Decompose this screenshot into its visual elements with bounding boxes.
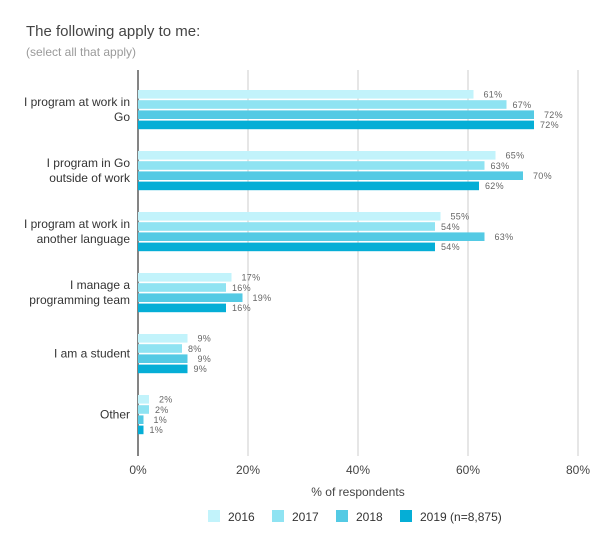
data-label: 2% <box>155 405 169 415</box>
data-label: 63% <box>495 232 514 242</box>
bars <box>138 90 534 435</box>
legend-label: 2019 (n=8,875) <box>420 510 502 524</box>
data-label: 70% <box>533 171 552 181</box>
data-label: 9% <box>194 364 208 374</box>
bar <box>138 100 507 109</box>
bar <box>138 364 188 374</box>
data-label: 54% <box>441 222 460 232</box>
data-label: 8% <box>188 344 202 354</box>
x-tick-label: 0% <box>129 463 147 477</box>
data-label: 9% <box>198 334 212 344</box>
category-label: programming team <box>29 293 130 307</box>
legend-swatch <box>208 510 220 522</box>
chart-subtitle: (select all that apply) <box>26 45 136 59</box>
x-tick-label: 40% <box>346 463 370 477</box>
data-label: 1% <box>154 415 168 425</box>
bar <box>138 110 534 119</box>
x-tick-label: 20% <box>236 463 260 477</box>
bar <box>138 222 435 231</box>
bar <box>138 120 534 130</box>
legend-swatch <box>272 510 284 522</box>
data-label: 62% <box>485 181 504 191</box>
legend-label: 2017 <box>292 510 319 524</box>
bar <box>138 161 485 170</box>
category-label: I program at work in <box>24 217 130 231</box>
bar <box>138 171 523 180</box>
category-label: Go <box>114 110 130 124</box>
data-labels: 61%67%72%72%65%63%70%62%55%54%63%54%17%1… <box>150 90 563 436</box>
bar <box>138 242 435 252</box>
bar <box>138 405 149 414</box>
data-label: 2% <box>159 395 173 405</box>
data-label: 72% <box>540 120 559 130</box>
bar <box>138 181 479 191</box>
category-label: Other <box>100 408 130 422</box>
category-label: I program at work in <box>24 95 130 109</box>
x-axis-title: % of respondents <box>311 485 404 499</box>
bar <box>138 273 232 282</box>
data-label: 65% <box>506 151 525 161</box>
bar <box>138 415 144 424</box>
legend-swatch <box>400 510 412 522</box>
data-label: 16% <box>232 303 251 313</box>
data-label: 63% <box>491 161 510 171</box>
category-label: I program in Go <box>47 156 131 170</box>
data-label: 54% <box>441 242 460 252</box>
bar <box>138 344 182 353</box>
data-label: 19% <box>253 293 272 303</box>
data-label: 9% <box>198 354 212 364</box>
bar <box>138 334 188 343</box>
data-label: 72% <box>544 110 563 120</box>
legend-label: 2016 <box>228 510 255 524</box>
data-label: 16% <box>232 283 251 293</box>
legend-swatch <box>336 510 348 522</box>
category-label: I manage a <box>70 278 130 292</box>
bar <box>138 395 149 404</box>
data-label: 67% <box>513 100 532 110</box>
legend: 2016 2017 2018 2019 (n=8,875) <box>208 510 502 524</box>
category-label: another language <box>37 232 131 246</box>
bar <box>138 90 474 99</box>
gridlines <box>137 70 579 456</box>
data-label: 61% <box>484 90 503 100</box>
data-label: 55% <box>451 212 470 222</box>
chart-title: The following apply to me: <box>26 23 200 40</box>
bar <box>138 283 226 292</box>
bar <box>138 232 485 241</box>
bar <box>138 151 496 160</box>
category-label: I am a student <box>54 347 131 361</box>
bar <box>138 354 188 363</box>
bar <box>138 303 226 313</box>
bar <box>138 425 144 435</box>
bar <box>138 293 243 302</box>
data-label: 17% <box>242 273 261 283</box>
data-label: 1% <box>150 425 164 435</box>
bar <box>138 212 441 221</box>
category-label: outside of work <box>49 171 131 185</box>
legend-label: 2018 <box>356 510 383 524</box>
x-tick-labels: 0% 20% 40% 60% 80% <box>129 463 590 477</box>
x-tick-label: 60% <box>456 463 480 477</box>
x-tick-label: 80% <box>566 463 590 477</box>
